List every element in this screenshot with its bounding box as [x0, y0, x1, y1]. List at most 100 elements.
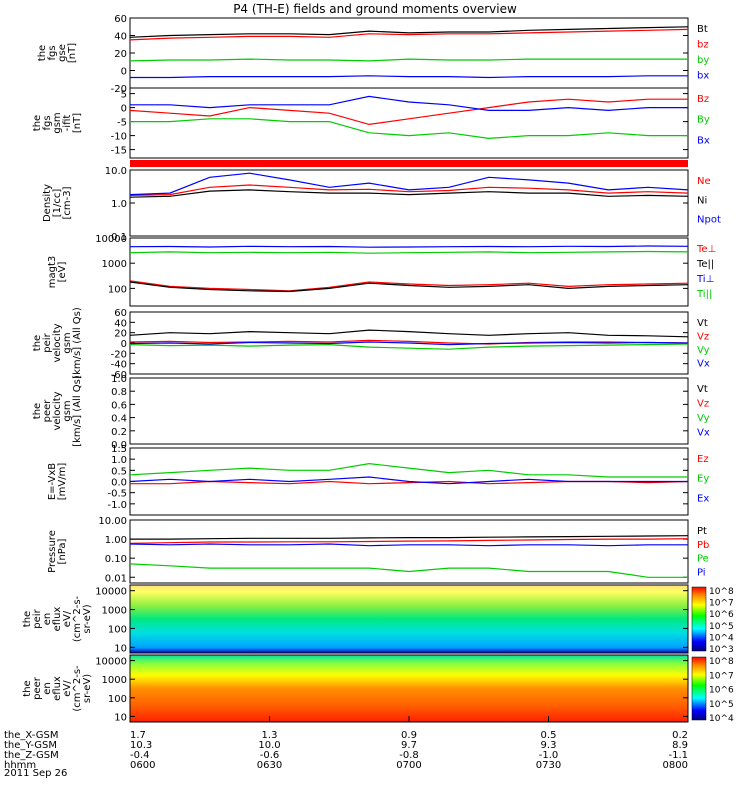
- colorbar-label: 10^3: [709, 645, 734, 655]
- series-line-Ne: [129, 184, 689, 196]
- y-axis-label: magt3: [47, 256, 58, 289]
- panel-3: 10.0 1.0 0.1 Density [1/cc] [cm-3] Ne Ni Npot: [42, 166, 721, 243]
- legend-Ex: Ex: [697, 493, 709, 504]
- y-axis-label: peir: [42, 332, 53, 352]
- panel-frame: [129, 519, 689, 584]
- y-tick-label: 0.0: [111, 440, 127, 451]
- y-axis-label: eflux: [52, 676, 63, 701]
- legend-Vx: Vx: [697, 428, 710, 439]
- y-tick-label: -40: [111, 360, 127, 371]
- y-axis-label: [nT]: [67, 43, 78, 63]
- legend-Ey: Ey: [697, 474, 709, 485]
- colorbar-label: 10^5: [709, 700, 734, 710]
- y-axis-label: en: [42, 613, 53, 626]
- legend-Te||: Te||: [696, 259, 714, 270]
- y-tick-label: 0.6: [111, 400, 127, 411]
- legend-Bz: Bz: [697, 94, 709, 105]
- legend-Vz: Vz: [697, 399, 709, 410]
- y-tick-label: 0: [121, 104, 127, 115]
- series-line-by: [129, 58, 688, 62]
- y-tick-label: 10000: [95, 657, 127, 668]
- series-line-Ti⊥: [129, 245, 689, 248]
- y-axis-label: eV/: [62, 610, 73, 627]
- legend-Vy: Vy: [697, 345, 710, 356]
- y-tick-label: 1.0: [111, 199, 127, 210]
- y-tick-label: 0.10: [105, 554, 127, 565]
- panel-2: 5 0 -5 -10 -15 the fgs gsm -ifit [nT] Bz By Bx: [32, 87, 710, 159]
- series-line-Vy: [129, 343, 689, 350]
- panel-6: 1.0 0.8 0.6 0.4 0.2 0.0 the peer velocity gsm [km/…: [32, 374, 710, 451]
- panel-9: 10^8 10^710^6 10^510^4 10^3 10000 1000 100 10 th…: [22, 584, 734, 655]
- legend-Vt: Vt: [697, 384, 708, 395]
- y-tick-label: 1000: [102, 259, 127, 270]
- y-tick-label: 0.1: [111, 232, 127, 243]
- y-tick-label: -0.5: [107, 489, 127, 500]
- legend-Ni: Ni: [697, 195, 707, 206]
- legend-Ti||: Ti||: [696, 289, 712, 300]
- series-line-Bz: [129, 98, 688, 126]
- legend-Pb: Pb: [697, 540, 709, 551]
- colorbar-label: 10^8: [709, 657, 734, 667]
- series-line-Bt: [129, 26, 689, 38]
- y-tick-label: 5: [121, 90, 127, 101]
- y-axis-label: Pressure: [47, 530, 58, 573]
- y-axis-label: [km/s] (All Qs): [72, 307, 83, 379]
- panel-frame: [129, 169, 689, 237]
- y-tick-label: -5: [117, 118, 127, 129]
- colorbar-label: 10^7: [709, 671, 734, 681]
- y-axis-label: (cm^2-s-: [72, 665, 83, 712]
- legend-Npot: Npot: [697, 215, 721, 226]
- y-axis-label: the: [22, 680, 33, 696]
- panel-1: 60 40 20 0 -20 the fgs gse [nT] Bt bz by bx: [37, 14, 709, 95]
- series-line-Vx: [129, 341, 689, 346]
- y-tick-label: 0: [121, 67, 127, 78]
- y-axis-label: [nT]: [72, 113, 83, 133]
- y-tick-label: 10: [114, 643, 127, 654]
- series-line-Ti||: [129, 250, 689, 254]
- y-axis-label: peer: [42, 399, 53, 423]
- y-tick-label: 60: [114, 14, 127, 25]
- legend-Vt: Vt: [697, 318, 708, 329]
- panel-frame: [129, 237, 689, 307]
- y-tick-label: -20: [111, 349, 127, 360]
- series-line-Pe: [129, 563, 688, 578]
- y-axis-label: [nPa]: [57, 538, 68, 564]
- legend-Bx: Bx: [697, 135, 710, 146]
- y-axis-label: gsm: [62, 400, 73, 421]
- y-axis-label: [mV/m]: [57, 463, 68, 501]
- spectrogram: [130, 655, 688, 722]
- y-axis-label: eV/: [62, 680, 73, 697]
- y-tick-label: 10000: [95, 587, 127, 598]
- legend-By: By: [697, 115, 710, 126]
- y-axis-label: gse: [57, 44, 68, 62]
- spectrogram: [130, 585, 688, 653]
- y-tick-label: 100: [108, 624, 127, 635]
- y-axis-label: Density: [42, 184, 53, 222]
- y-axis-label: sr-eV): [82, 604, 93, 633]
- series-line-Vt: [129, 329, 689, 338]
- y-tick-label: 1.00: [105, 535, 127, 546]
- legend-Vx: Vx: [697, 359, 710, 370]
- y-tick-label: 10.0: [105, 166, 127, 177]
- y-axis-label: E=-VxB: [47, 463, 58, 500]
- series-line-Bx: [130, 95, 688, 112]
- panel-10: 10^8 10^7 10^6 10^5 10^4 10000 1000 100 10 the pee…: [22, 654, 734, 724]
- colorbar-label: 10^4: [709, 633, 734, 643]
- y-axis-label: (cm^2-s-: [72, 595, 83, 642]
- y-tick-label: 60: [114, 308, 127, 319]
- series-line-Vz: [129, 339, 689, 345]
- legend-Te⊥: Te⊥: [696, 244, 716, 255]
- series-line-Pi: [129, 543, 688, 547]
- legend-bz: bz: [697, 40, 709, 51]
- series-line-Pt: [130, 535, 689, 540]
- y-tick-label: 40: [114, 318, 127, 329]
- legend-by: by: [697, 55, 709, 66]
- colorbar-label: 10^6: [709, 686, 734, 696]
- legend-Vz: Vz: [697, 332, 709, 343]
- y-axis-label: peer: [32, 676, 43, 700]
- y-axis-label: fgs: [47, 45, 58, 60]
- y-axis-label: the: [22, 611, 33, 627]
- separator-bar: [130, 160, 688, 167]
- colorbar: [691, 586, 707, 652]
